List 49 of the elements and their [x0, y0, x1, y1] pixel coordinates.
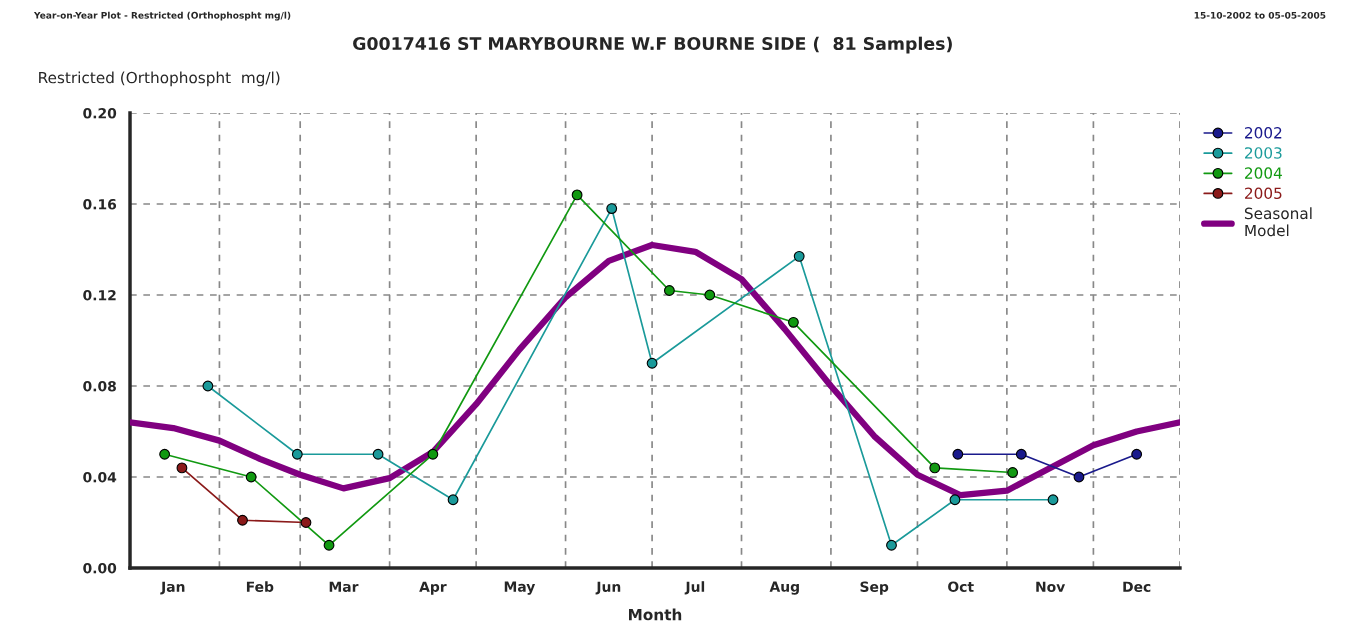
point	[886, 539, 897, 551]
x-tick-label: May	[504, 581, 536, 595]
x-tick-label: Aug	[769, 581, 799, 595]
legend-label: Seasonal Model	[1244, 207, 1312, 237]
y-tick-label: 0.12	[83, 289, 116, 301]
point	[929, 462, 941, 474]
point	[427, 448, 439, 460]
y-tick-label: 0.08	[83, 380, 116, 392]
chart-title: G0017416 ST MARYBOURNE W.F BOURNE SIDE ( 81 Samples)	[353, 36, 952, 54]
point	[646, 357, 658, 369]
legend-label: 2002	[1245, 127, 1282, 139]
point	[447, 494, 459, 506]
point	[323, 539, 335, 551]
point	[1015, 448, 1027, 460]
text: Year-on-Year Plot - Restricted (Orthophospht mg/l)	[33, 11, 291, 21]
point	[952, 448, 964, 460]
point	[1131, 448, 1143, 460]
legend-label: 2003	[1245, 147, 1282, 159]
x-tick-label: Jan	[160, 581, 185, 595]
point	[663, 285, 675, 296]
legend-label: 2005	[1245, 187, 1282, 199]
point	[571, 189, 583, 201]
x-tick-label: Feb	[246, 581, 274, 592]
y-axis-title: Restricted (Orthophospht mg/l)	[39, 71, 280, 87]
x-tick-label: Oct	[948, 581, 974, 592]
point	[788, 316, 799, 328]
x-tick-label: Dec	[1123, 581, 1151, 592]
x-tick-label: Jun	[595, 581, 621, 595]
point	[793, 250, 805, 262]
point	[606, 203, 618, 214]
text: 15-10-2002 to 05-05-2005	[1194, 11, 1326, 19]
y-tick-label: 0.00	[83, 562, 117, 574]
point	[704, 289, 716, 301]
x-tick-label: Nov	[1036, 581, 1066, 592]
point	[1007, 467, 1019, 478]
x-axis-title: Month	[629, 608, 682, 621]
x-tick-label: Jul	[684, 581, 705, 595]
point	[949, 494, 961, 506]
legend-label: 2004	[1245, 167, 1282, 179]
point	[372, 448, 384, 460]
x-tick-label: Sep	[860, 581, 889, 595]
point	[300, 517, 312, 528]
y-tick-label: 0.04	[83, 471, 117, 483]
y-tick-label: 0.16	[83, 198, 117, 210]
point	[1047, 494, 1059, 506]
x-tick-label: Apr	[419, 581, 447, 595]
y-tick-label: 0.20	[83, 107, 117, 119]
x-tick-label: Mar	[329, 581, 359, 592]
point	[1073, 471, 1085, 483]
